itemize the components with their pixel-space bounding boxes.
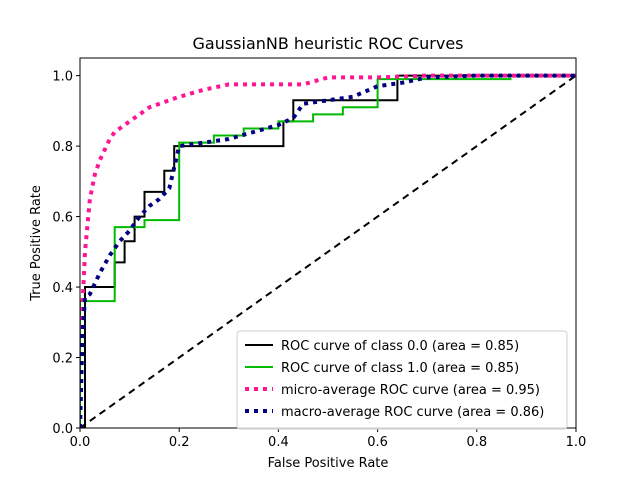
y-tick-label: 0.0 [52,422,73,437]
legend-entry: micro-average ROC curve (area = 0.95) [281,383,540,398]
y-axis-label: True Positive Rate [29,185,44,302]
legend-box [236,330,568,430]
series-line-3 [80,73,576,428]
x-tick-label: 0.0 [70,435,91,450]
y-axis: 0.0 0.2 0.4 0.6 0.8 1.0 [52,70,80,437]
plot-area [80,73,576,428]
chance-diagonal-line [80,74,576,428]
x-axis-label: False Positive Rate [268,456,389,471]
x-tick-label: 0.4 [268,435,289,450]
legend-entry: ROC curve of class 0.0 (area = 0.85) [281,339,519,354]
y-tick-label: 1.0 [52,70,73,85]
x-tick-label: 0.6 [367,435,388,450]
legend-entry: ROC curve of class 1.0 (area = 0.85) [281,361,519,376]
y-tick-label: 0.4 [52,281,73,296]
series-line-0 [80,74,576,428]
chart-title: GaussianNB heuristic ROC Curves [192,34,463,53]
series-line-2 [80,73,576,428]
x-tick-label: 0.8 [466,435,487,450]
x-tick-label: 0.2 [169,435,190,450]
y-tick-label: 0.6 [52,211,73,226]
x-axis: 0.0 0.2 0.4 0.6 0.8 1.0 [70,428,587,450]
legend: ROC curve of class 0.0 (area = 0.85) ROC … [236,330,568,430]
y-tick-label: 0.8 [52,140,73,155]
y-tick-label: 0.2 [52,352,73,367]
legend-entry: macro-average ROC curve (area = 0.86) [281,405,544,420]
x-tick-label: 1.0 [566,435,587,450]
